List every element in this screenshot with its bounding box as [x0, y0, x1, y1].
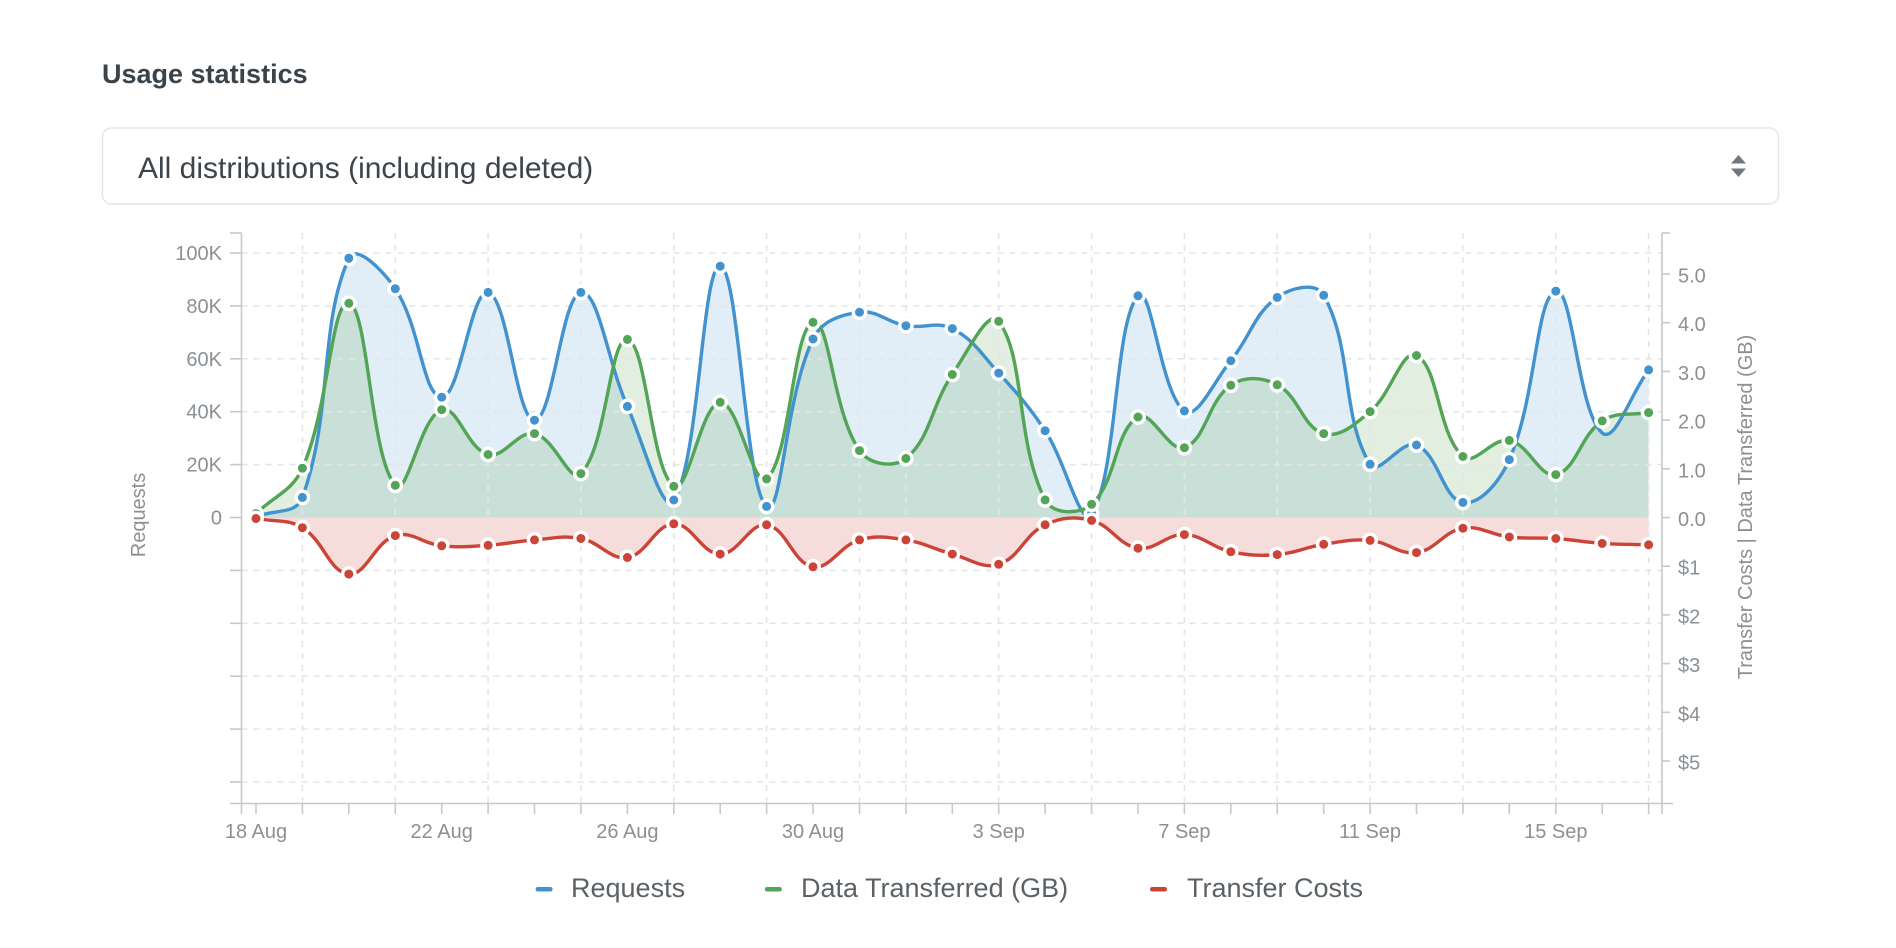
- svg-text:Data Transferred (GB): Data Transferred (GB): [801, 873, 1068, 903]
- svg-text:0: 0: [211, 508, 222, 530]
- svg-text:100K: 100K: [175, 243, 222, 265]
- svg-text:3.0: 3.0: [1678, 363, 1706, 385]
- svg-text:1.0: 1.0: [1678, 460, 1706, 482]
- svg-text:0.0: 0.0: [1678, 509, 1706, 531]
- svg-text:7 Sep: 7 Sep: [1158, 821, 1210, 843]
- svg-text:$1: $1: [1678, 558, 1700, 580]
- svg-text:20K: 20K: [186, 455, 222, 477]
- svg-text:11 Sep: 11 Sep: [1339, 821, 1401, 843]
- svg-text:60K: 60K: [186, 349, 222, 371]
- svg-text:80K: 80K: [186, 296, 222, 318]
- svg-text:30 Aug: 30 Aug: [782, 821, 844, 843]
- svg-text:All distributions (including d: All distributions (including deleted): [138, 152, 593, 185]
- svg-text:Requests: Requests: [571, 873, 685, 903]
- svg-text:Transfer Costs: Transfer Costs: [1187, 873, 1363, 903]
- svg-text:4.0: 4.0: [1678, 314, 1706, 336]
- svg-text:Requests: Requests: [128, 473, 150, 558]
- svg-text:Transfer Costs | Data Transfer: Transfer Costs | Data Transferred (GB): [1735, 335, 1757, 680]
- svg-text:26 Aug: 26 Aug: [596, 821, 658, 843]
- svg-text:Usage statistics: Usage statistics: [102, 59, 308, 89]
- svg-text:3 Sep: 3 Sep: [973, 821, 1025, 843]
- svg-text:18 Aug: 18 Aug: [225, 821, 287, 843]
- svg-text:22 Aug: 22 Aug: [411, 821, 473, 843]
- svg-text:$4: $4: [1678, 704, 1700, 726]
- svg-text:40K: 40K: [186, 402, 222, 424]
- svg-text:2.0: 2.0: [1678, 412, 1706, 434]
- svg-text:$3: $3: [1678, 655, 1700, 677]
- svg-text:5.0: 5.0: [1678, 266, 1706, 288]
- svg-text:$2: $2: [1678, 606, 1700, 628]
- svg-text:$5: $5: [1678, 753, 1700, 775]
- svg-text:15 Sep: 15 Sep: [1524, 821, 1587, 843]
